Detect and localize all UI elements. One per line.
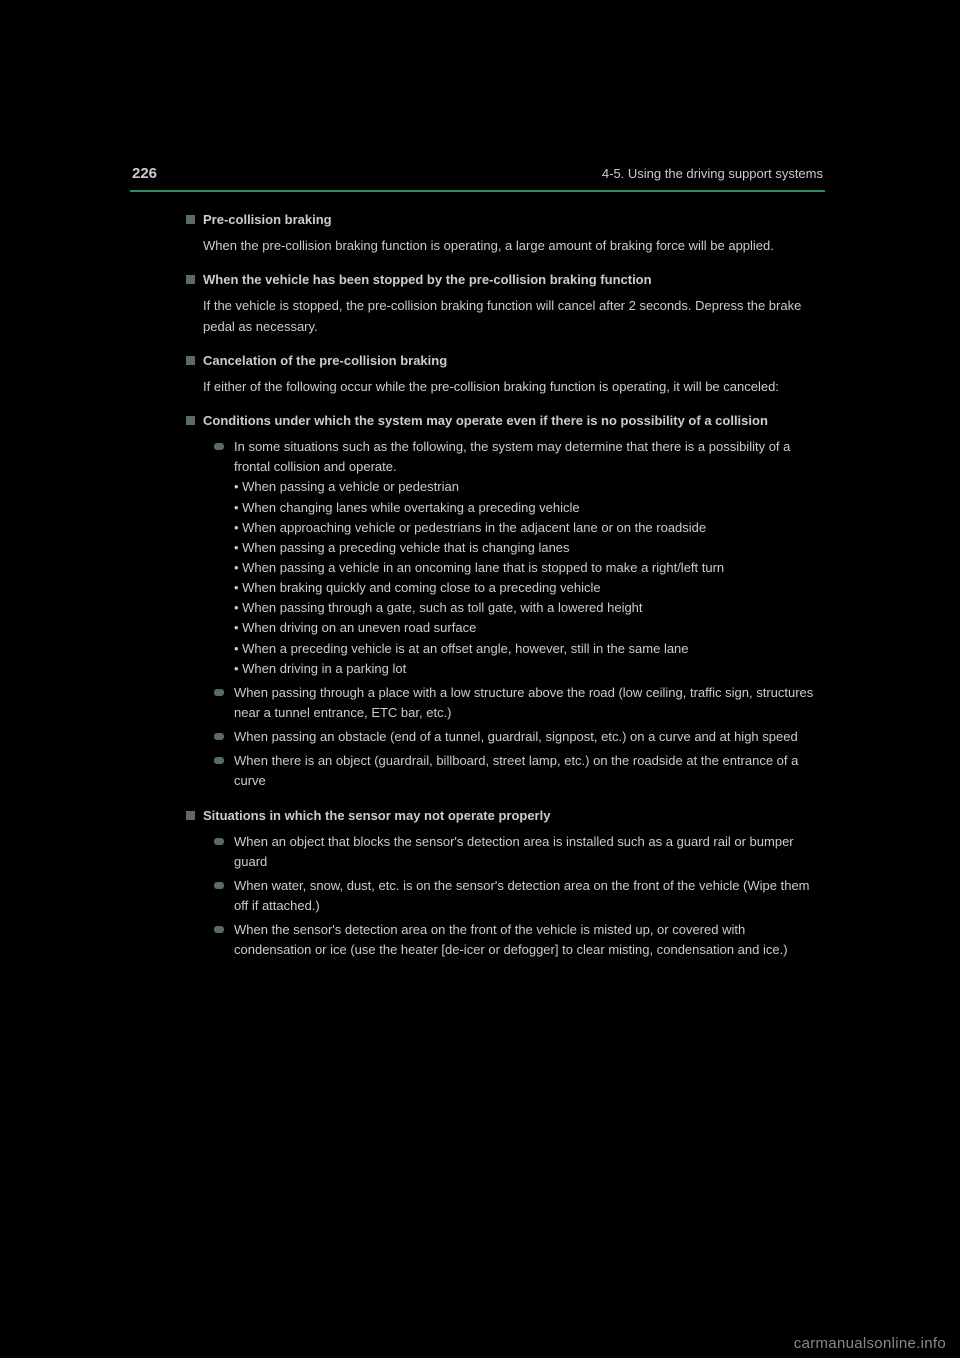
heading-text: Pre-collision braking	[203, 210, 332, 230]
bullet-text: When water, snow, dust, etc. is on the s…	[234, 876, 825, 916]
subline: • When driving in a parking lot	[234, 659, 825, 679]
round-bullet-icon	[214, 733, 224, 740]
square-bullet-icon	[186, 275, 195, 284]
page-number: 226	[132, 165, 157, 182]
bullet-text: In some situations such as the following…	[234, 437, 825, 679]
square-bullet-icon	[186, 356, 195, 365]
section-cancelation: Cancelation of the pre-collision braking…	[130, 351, 825, 397]
heading-text: Conditions under which the system may op…	[203, 411, 768, 431]
round-bullet-icon	[214, 838, 224, 845]
round-bullet-icon	[214, 689, 224, 696]
subline: • When passing a vehicle in an oncoming …	[234, 558, 825, 578]
subline: • When a preceding vehicle is at an offs…	[234, 639, 825, 659]
round-bullet-icon	[214, 882, 224, 889]
subline: • When passing a preceding vehicle that …	[234, 538, 825, 558]
bullet-item: In some situations such as the following…	[200, 437, 825, 679]
subline: • When approaching vehicle or pedestrian…	[234, 518, 825, 538]
section-label: 4-5. Using the driving support systems	[602, 166, 823, 181]
section-heading: Conditions under which the system may op…	[186, 411, 825, 431]
square-bullet-icon	[186, 215, 195, 224]
subline: • When passing a vehicle or pedestrian	[234, 477, 825, 497]
bullet-main-text: In some situations such as the following…	[234, 437, 825, 477]
bullet-item: When passing through a place with a low …	[200, 683, 825, 723]
bullet-item: When the sensor's detection area on the …	[200, 920, 825, 960]
body-text: If the vehicle is stopped, the pre-colli…	[200, 296, 825, 336]
section-vehicle-stopped: When the vehicle has been stopped by the…	[130, 270, 825, 336]
round-bullet-icon	[214, 926, 224, 933]
square-bullet-icon	[186, 416, 195, 425]
section-heading: When the vehicle has been stopped by the…	[186, 270, 825, 290]
body-text: When the pre-collision braking function …	[200, 236, 825, 256]
heading-text: Cancelation of the pre-collision braking	[203, 351, 447, 371]
heading-text: When the vehicle has been stopped by the…	[203, 270, 652, 290]
header-rule	[130, 190, 825, 192]
section-pre-collision-braking: Pre-collision braking When the pre-colli…	[130, 210, 825, 256]
round-bullet-icon	[214, 757, 224, 764]
bullet-item: When there is an object (guardrail, bill…	[200, 751, 825, 791]
subline: • When driving on an uneven road surface	[234, 618, 825, 638]
page-header: 226 4-5. Using the driving support syste…	[130, 165, 825, 182]
subline: • When changing lanes while overtaking a…	[234, 498, 825, 518]
section-heading: Situations in which the sensor may not o…	[186, 806, 825, 826]
bullet-item: When passing an obstacle (end of a tunne…	[200, 727, 825, 747]
heading-text: Situations in which the sensor may not o…	[203, 806, 550, 826]
section-conditions: Conditions under which the system may op…	[130, 411, 825, 792]
watermark-text: carmanualsonline.info	[794, 1335, 946, 1352]
content-body: Pre-collision braking When the pre-colli…	[130, 210, 825, 961]
section-heading: Pre-collision braking	[186, 210, 825, 230]
bullet-text: When an object that blocks the sensor's …	[234, 832, 825, 872]
subline: • When passing through a gate, such as t…	[234, 598, 825, 618]
round-bullet-icon	[214, 443, 224, 450]
section-sensor-situations: Situations in which the sensor may not o…	[130, 806, 825, 961]
section-heading: Cancelation of the pre-collision braking	[186, 351, 825, 371]
bullet-text: When the sensor's detection area on the …	[234, 920, 825, 960]
bullet-text: When there is an object (guardrail, bill…	[234, 751, 825, 791]
bullet-item: When water, snow, dust, etc. is on the s…	[200, 876, 825, 916]
bullet-text: When passing an obstacle (end of a tunne…	[234, 727, 825, 747]
bullet-text: When passing through a place with a low …	[234, 683, 825, 723]
body-text: If either of the following occur while t…	[200, 377, 825, 397]
bullet-item: When an object that blocks the sensor's …	[200, 832, 825, 872]
page-container: 226 4-5. Using the driving support syste…	[130, 165, 825, 975]
subline: • When braking quickly and coming close …	[234, 578, 825, 598]
square-bullet-icon	[186, 811, 195, 820]
